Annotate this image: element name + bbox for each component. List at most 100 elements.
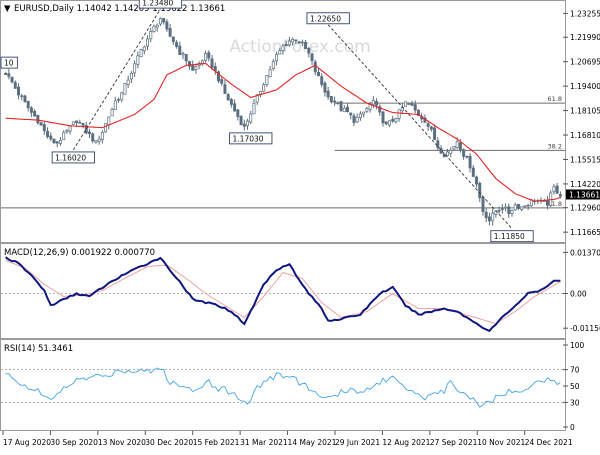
candle-body <box>50 136 52 139</box>
candle-body <box>8 74 10 77</box>
candle-body <box>356 117 358 122</box>
candle-body <box>330 96 332 102</box>
candle-body <box>395 118 397 121</box>
candle-body <box>227 94 229 99</box>
fib-level-label: 38.2 <box>548 142 562 150</box>
candle-body <box>388 121 390 125</box>
candle-body <box>340 101 342 110</box>
price-tick-label: 1.19400 <box>570 82 600 91</box>
candle-body <box>446 152 448 156</box>
price-annotation-label: 1.17030 <box>233 134 264 143</box>
candle-body <box>69 126 71 132</box>
candle-body <box>469 156 471 168</box>
candle-body <box>517 204 519 208</box>
price-tick-label: 1.23255 <box>570 9 600 18</box>
candle-body <box>153 26 155 31</box>
date-tick-label: 17 Aug 2020 <box>3 438 51 447</box>
candle-body <box>559 194 561 196</box>
candle-body <box>40 123 42 126</box>
price-title-marker: ▼ <box>4 4 11 14</box>
candle-body <box>175 43 177 47</box>
candle-body <box>250 114 252 122</box>
candle-body <box>511 211 513 214</box>
candle-body <box>163 18 165 22</box>
candle-body <box>150 32 152 39</box>
candle-body <box>46 131 48 136</box>
candle-body <box>111 109 113 116</box>
candle-body <box>327 91 329 97</box>
candle-body <box>34 111 36 116</box>
candle-body <box>88 132 90 134</box>
candle-body <box>140 49 142 56</box>
candle-body <box>408 103 410 104</box>
rsi-tick-label: 100 <box>570 341 585 350</box>
candle-body <box>308 48 310 53</box>
candle-body <box>414 105 416 111</box>
rsi-tick-label: 50 <box>570 382 580 391</box>
rsi-tick-label: 30 <box>570 398 580 407</box>
candle-body <box>472 168 474 176</box>
candle-body <box>427 124 429 127</box>
candle-body <box>53 139 55 143</box>
candle-body <box>317 72 319 75</box>
candle-body <box>95 140 97 142</box>
candle-body <box>346 107 348 112</box>
candle-body <box>359 114 361 118</box>
candle-body <box>253 103 255 114</box>
candle-body <box>343 108 345 111</box>
candle-body <box>266 76 268 85</box>
candle-body <box>259 91 261 94</box>
candle-body <box>488 217 490 221</box>
candle-body <box>263 85 265 92</box>
candle-body <box>17 87 19 95</box>
candle-body <box>192 65 194 70</box>
candle-body <box>224 85 226 94</box>
candle-body <box>143 47 145 51</box>
candle-body <box>130 73 132 79</box>
candle-body <box>240 116 242 124</box>
price-tick-label: 1.18105 <box>570 107 600 116</box>
candle-body <box>56 142 58 144</box>
candle-body <box>437 141 439 148</box>
candle-body <box>456 142 458 148</box>
candle-body <box>104 124 106 132</box>
candle-body <box>288 41 290 45</box>
watermark-text: ActionForex.com <box>229 37 370 57</box>
candle-body <box>246 121 248 126</box>
candle-body <box>324 83 326 92</box>
candle-body <box>501 209 503 210</box>
candle-body <box>108 117 110 125</box>
candle-body <box>430 127 432 129</box>
candle-body <box>82 123 84 125</box>
date-tick-label: 30 Sep 2020 <box>50 438 98 447</box>
candle-body <box>43 125 45 131</box>
candle-body <box>504 207 506 208</box>
candle-body <box>182 54 184 55</box>
candle-body <box>275 54 277 60</box>
candle-body <box>385 122 387 124</box>
candle-body <box>482 197 484 211</box>
candle-body <box>282 46 284 51</box>
candle-body <box>204 53 206 60</box>
candle-body <box>337 103 339 104</box>
candle-body <box>492 213 494 221</box>
price-tick-label: 1.11665 <box>570 228 600 237</box>
candle-body <box>146 39 148 46</box>
price-tick-label: 1.16810 <box>570 131 600 140</box>
candle-body <box>350 113 352 115</box>
date-tick-label: 29 Jun 2021 <box>335 438 380 447</box>
candle-body <box>230 99 232 104</box>
candle-body <box>521 207 523 210</box>
candle-body <box>353 116 355 123</box>
date-tick-label: 24 Dec 2021 <box>525 438 573 447</box>
candle-body <box>195 67 197 70</box>
candle-body <box>556 186 558 193</box>
candle-body <box>4 73 6 74</box>
candle-body <box>433 128 435 140</box>
candle-body <box>66 130 68 131</box>
candle-body <box>363 112 365 114</box>
candle-body <box>21 96 23 97</box>
candle-body <box>301 42 303 43</box>
price-tick-label: 1.15515 <box>570 155 600 164</box>
